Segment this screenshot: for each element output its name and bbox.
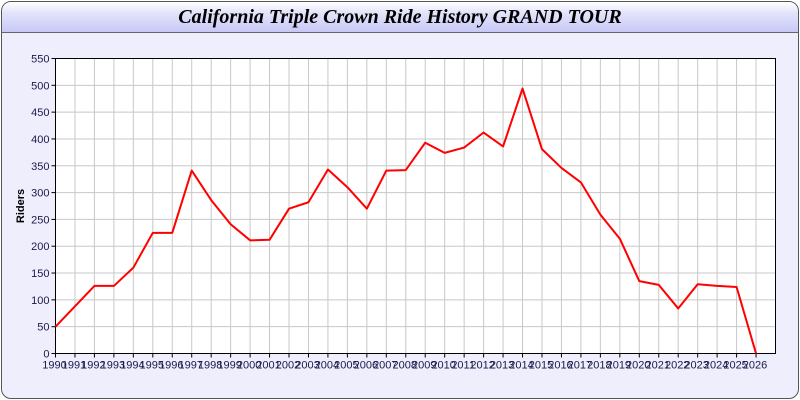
y-tick-label: 100 bbox=[31, 295, 49, 307]
x-tick-label: 2011 bbox=[451, 360, 475, 372]
x-tick-label: 2010 bbox=[431, 360, 455, 372]
x-tick-label: 2013 bbox=[490, 360, 514, 372]
y-tick-label: 150 bbox=[31, 268, 49, 280]
x-tick-label: 2020 bbox=[626, 360, 650, 372]
x-tick-label: 1993 bbox=[101, 360, 125, 372]
x-tick-label: 2019 bbox=[607, 360, 631, 372]
y-tick-label: 0 bbox=[43, 349, 49, 361]
y-tick-label: 300 bbox=[31, 188, 49, 200]
x-tick-label: 2012 bbox=[470, 360, 494, 372]
x-tick-label: 1996 bbox=[159, 360, 183, 372]
x-tick-label: 1991 bbox=[62, 360, 86, 372]
x-tick-label: 1999 bbox=[217, 360, 241, 372]
y-axis-label: Riders bbox=[15, 189, 27, 223]
x-tick-label: 1994 bbox=[120, 360, 144, 372]
y-tick-label: 550 bbox=[31, 54, 49, 66]
x-tick-label: 1998 bbox=[198, 360, 222, 372]
x-tick-label: 2009 bbox=[412, 360, 436, 372]
x-tick-label: 2021 bbox=[646, 360, 670, 372]
x-tick-label: 2023 bbox=[684, 360, 708, 372]
x-tick-label: 1997 bbox=[178, 360, 202, 372]
x-tick-label: 2018 bbox=[587, 360, 611, 372]
x-tick-label: 2025 bbox=[723, 360, 747, 372]
y-tick-label: 450 bbox=[31, 107, 49, 119]
x-tick-label: 2014 bbox=[509, 360, 533, 372]
x-tick-label: 2016 bbox=[548, 360, 572, 372]
x-tick-label: 1990 bbox=[42, 360, 66, 372]
plot-border bbox=[55, 58, 776, 354]
x-tick-label: 2022 bbox=[665, 360, 689, 372]
y-tick-label: 250 bbox=[31, 214, 49, 226]
x-tick-label: 2000 bbox=[237, 360, 261, 372]
x-tick-label: 1995 bbox=[140, 360, 164, 372]
x-tick-label: 2003 bbox=[295, 360, 319, 372]
series-line bbox=[54, 87, 758, 354]
x-tick-label: 2015 bbox=[529, 360, 553, 372]
x-tick-label: 2017 bbox=[568, 360, 592, 372]
y-tick-label: 50 bbox=[37, 322, 49, 334]
title-bar: California Triple Crown Ride History GRA… bbox=[2, 2, 798, 33]
y-tick-label: 500 bbox=[31, 80, 49, 92]
x-tick-label: 2008 bbox=[393, 360, 417, 372]
x-tick-label: 1992 bbox=[81, 360, 105, 372]
y-tick-label: 400 bbox=[31, 134, 49, 146]
x-tick-label: 2002 bbox=[276, 360, 300, 372]
x-tick-label: 2007 bbox=[373, 360, 397, 372]
x-tick-label: 2001 bbox=[256, 360, 280, 372]
x-tick-label: 2006 bbox=[354, 360, 378, 372]
x-tick-label: 2026 bbox=[743, 360, 767, 372]
y-tick-label: 350 bbox=[31, 161, 49, 173]
plot-area bbox=[55, 58, 776, 354]
chart-title: California Triple Crown Ride History GRA… bbox=[178, 6, 622, 28]
x-tick-label: 2005 bbox=[334, 360, 358, 372]
x-tick-label: 2004 bbox=[315, 360, 339, 372]
x-tick-label: 2024 bbox=[704, 360, 728, 372]
y-tick-label: 200 bbox=[31, 241, 49, 253]
